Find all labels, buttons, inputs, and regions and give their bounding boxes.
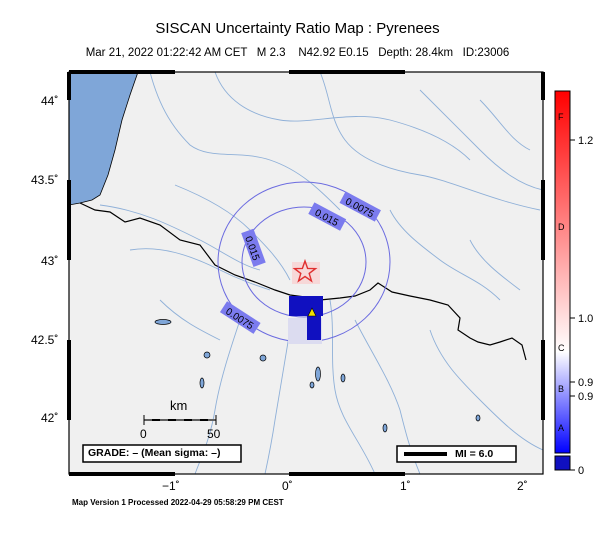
rivers	[99, 72, 543, 474]
colorbar-value: 0	[578, 465, 584, 477]
grade-letter: C	[558, 343, 565, 353]
station-cell	[307, 316, 321, 340]
colorbar-value: 1.2	[578, 135, 593, 147]
colorbar-letters: F D C B A	[558, 112, 565, 433]
sea-area	[69, 72, 139, 206]
mi-box	[396, 445, 517, 463]
grade-letter: A	[558, 423, 564, 433]
event-info: Mar 21, 2022 01:22:42 AM CET M 2.3 N42.9…	[85, 47, 510, 59]
lat-label: 44˚	[41, 94, 59, 108]
colorbar-value: 1.0	[578, 313, 593, 325]
colorbar-zero-swatch	[554, 455, 571, 471]
grade-letter: B	[558, 384, 564, 394]
map-title: SISCAN Uncertainty Ratio Map : Pyrenees	[155, 20, 440, 37]
lat-label: 43˚	[41, 254, 59, 268]
colorbar-value: 0.9	[578, 391, 593, 403]
colorbar	[554, 90, 571, 454]
scale-unit: km	[170, 398, 188, 413]
processing-footer: Map Version 1 Processed 2022-04-29 05:58…	[72, 498, 284, 507]
lat-label: 43.5˚	[31, 173, 59, 187]
lakes	[154, 319, 481, 433]
grade-text: GRADE: – (Mean sigma: –)	[88, 447, 221, 459]
scale-bar	[143, 415, 217, 425]
scale-zero: 0	[140, 427, 147, 441]
colorbar-values: 1.2 1.0 0.9 0.9 0	[578, 135, 593, 477]
frame-ticks	[67, 70, 545, 476]
mi-text: MI = 6.0	[455, 448, 494, 460]
colorbar-ticks	[570, 139, 575, 471]
scale-max: 50	[207, 427, 221, 441]
lat-label: 42˚	[41, 411, 59, 425]
grade-box	[82, 444, 242, 463]
epicenter-star-icon	[292, 258, 318, 283]
border-line	[79, 202, 527, 361]
station-cell	[289, 296, 307, 316]
lon-label: 1˚	[400, 479, 411, 493]
colorbar-value: 0.9	[578, 377, 593, 389]
lat-label: 42.5˚	[31, 333, 59, 347]
grade-letter: F	[558, 112, 564, 122]
lon-label: −1˚	[162, 479, 180, 493]
lon-label: 0˚	[282, 479, 293, 493]
lon-label: 2˚	[517, 479, 528, 493]
grade-letter: D	[558, 222, 565, 232]
station-triangle-icon	[307, 307, 317, 317]
